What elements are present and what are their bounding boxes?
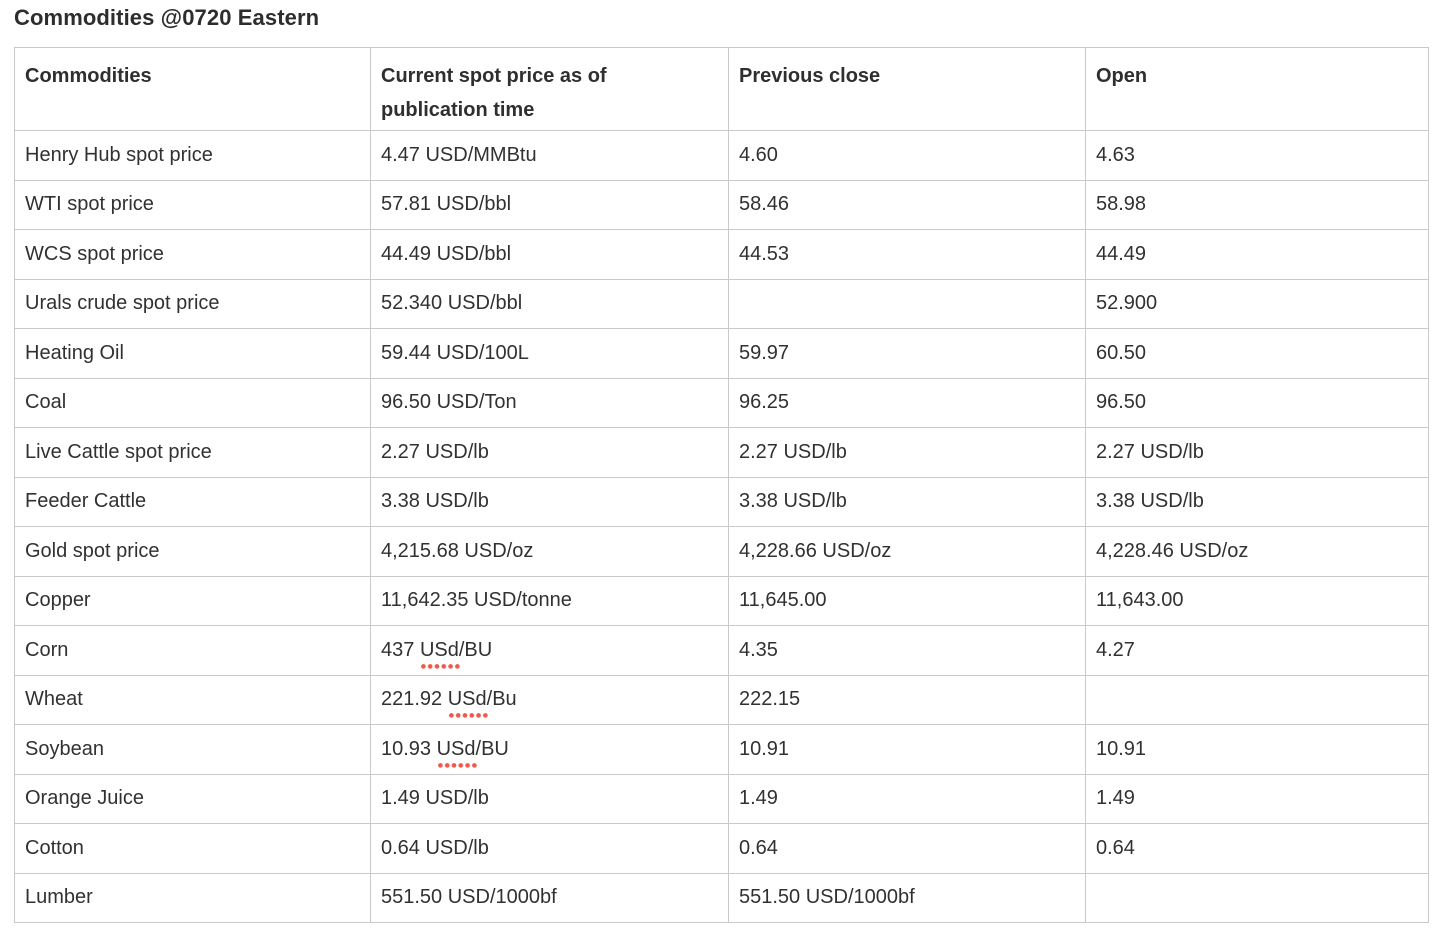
column-header-label: Previous close xyxy=(739,65,881,87)
table-cell[interactable]: 96.50 USD/Ton xyxy=(370,377,729,428)
table-row: Copper 11,642.35 USD/tonne 11,645.00 11,643… xyxy=(14,575,1429,626)
table-cell[interactable]: 4.47 USD/MMBtu xyxy=(370,130,729,181)
table-cell[interactable]: 4,215.68 USD/oz xyxy=(370,526,729,577)
table-cell[interactable]: Copper xyxy=(14,575,371,626)
misspelled-word[interactable]: USd xyxy=(419,638,461,669)
column-header-open[interactable]: Open xyxy=(1085,47,1429,131)
column-header-previous-close[interactable]: Previous close xyxy=(728,47,1086,131)
table-cell[interactable]: Cotton xyxy=(14,823,371,874)
misspelled-word[interactable]: USd xyxy=(436,737,478,768)
table-cell[interactable]: 59.44 USD/100L xyxy=(370,328,729,379)
table-cell[interactable]: 11,642.35 USD/tonne xyxy=(370,575,729,626)
table-cell[interactable]: 0.64 USD/lb xyxy=(370,823,729,874)
table-cell[interactable]: WTI spot price xyxy=(14,179,371,230)
table-row: Wheat 221.92 USd/Bu 222.15 xyxy=(14,674,1429,725)
table-cell[interactable]: 4,228.46 USD/oz xyxy=(1085,526,1429,577)
table-row: Cotton 0.64 USD/lb 0.64 0.64 xyxy=(14,823,1429,874)
table-cell[interactable]: Corn xyxy=(14,625,371,676)
table-row: Coal 96.50 USD/Ton 96.25 96.50 xyxy=(14,377,1429,428)
table-cell[interactable]: 10.91 xyxy=(728,724,1086,775)
table-row: Feeder Cattle 3.38 USD/lb 3.38 USD/lb 3.38 … xyxy=(14,476,1429,527)
table-cell[interactable]: Soybean xyxy=(14,724,371,775)
column-header-label: Current spot price as of publication tim… xyxy=(381,65,607,121)
table-cell[interactable]: 4,228.66 USD/oz xyxy=(728,526,1086,577)
table-cell[interactable]: Wheat xyxy=(14,674,371,725)
commodities-table: Commodities Current spot price as of pub… xyxy=(14,47,1429,923)
column-header-current-spot-price[interactable]: Current spot price as of publication tim… xyxy=(370,47,729,131)
table-cell[interactable]: 4.27 xyxy=(1085,625,1429,676)
table-cell[interactable]: 96.50 xyxy=(1085,377,1429,428)
table-cell[interactable]: 58.98 xyxy=(1085,179,1429,230)
table-cell[interactable]: 1.49 xyxy=(1085,773,1429,824)
table-cell[interactable]: 4.60 xyxy=(728,130,1086,181)
table-cell[interactable]: 58.46 xyxy=(728,179,1086,230)
table-cell[interactable] xyxy=(1085,872,1429,923)
table-cell[interactable]: 437 USd/BU xyxy=(370,625,729,676)
table-cell[interactable]: 551.50 USD/1000bf xyxy=(728,872,1086,923)
table-cell[interactable]: Henry Hub spot price xyxy=(14,130,371,181)
table-cell[interactable]: 2.27 USD/lb xyxy=(728,427,1086,478)
table-cell[interactable]: Gold spot price xyxy=(14,526,371,577)
table-cell[interactable]: 11,643.00 xyxy=(1085,575,1429,626)
table-cell[interactable]: WCS spot price xyxy=(14,229,371,280)
table-row: WTI spot price 57.81 USD/bbl 58.46 58.98 xyxy=(14,179,1429,230)
table-row: Henry Hub spot price 4.47 USD/MMBtu 4.60 4.… xyxy=(14,130,1429,181)
table-cell[interactable]: 0.64 xyxy=(728,823,1086,874)
table-cell[interactable]: 44.53 xyxy=(728,229,1086,280)
table-cell[interactable]: 52.900 xyxy=(1085,278,1429,329)
table-cell[interactable] xyxy=(1085,674,1429,725)
table-cell[interactable]: 221.92 USd/Bu xyxy=(370,674,729,725)
table-cell[interactable]: Feeder Cattle xyxy=(14,476,371,527)
table-cell[interactable]: 52.340 USD/bbl xyxy=(370,278,729,329)
table-cell[interactable]: 4.63 xyxy=(1085,130,1429,181)
table-cell[interactable]: Heating Oil xyxy=(14,328,371,379)
table-row: Live Cattle spot price 2.27 USD/lb 2.27 US… xyxy=(14,427,1429,478)
table-cell[interactable]: 1.49 xyxy=(728,773,1086,824)
table-header: Commodities Current spot price as of pub… xyxy=(14,47,1429,131)
table-row: Urals crude spot price 52.340 USD/bbl 52.9… xyxy=(14,278,1429,329)
table-cell[interactable]: 3.38 USD/lb xyxy=(1085,476,1429,527)
table-row: Lumber 551.50 USD/1000bf 551.50 USD/1000bf xyxy=(14,872,1429,923)
table-cell[interactable]: 222.15 xyxy=(728,674,1086,725)
table-row: Gold spot price 4,215.68 USD/oz 4,228.66 U… xyxy=(14,526,1429,577)
table-cell[interactable]: 10.93 USd/BU xyxy=(370,724,729,775)
table-cell[interactable]: Urals crude spot price xyxy=(14,278,371,329)
column-header-label: Commodities xyxy=(25,65,152,87)
table-cell[interactable]: 0.64 xyxy=(1085,823,1429,874)
table-cell[interactable]: 57.81 USD/bbl xyxy=(370,179,729,230)
table-cell[interactable]: 3.38 USD/lb xyxy=(370,476,729,527)
table-cell[interactable]: Coal xyxy=(14,377,371,428)
misspelled-word[interactable]: USd xyxy=(447,688,489,719)
table-cell[interactable]: 3.38 USD/lb xyxy=(728,476,1086,527)
table-row: Heating Oil 59.44 USD/100L 59.97 60.50 xyxy=(14,328,1429,379)
column-header-label: Open xyxy=(1096,65,1148,87)
table-cell[interactable]: 11,645.00 xyxy=(728,575,1086,626)
header-row: Commodities Current spot price as of pub… xyxy=(14,47,1429,131)
table-cell[interactable]: 96.25 xyxy=(728,377,1086,428)
table-row: Corn 437 USd/BU 4.35 4.27 xyxy=(14,625,1429,676)
table-cell[interactable]: 44.49 xyxy=(1085,229,1429,280)
table-row: Soybean 10.93 USd/BU 10.91 10.91 xyxy=(14,724,1429,775)
table-cell[interactable]: 2.27 USD/lb xyxy=(1085,427,1429,478)
table-body: Henry Hub spot price 4.47 USD/MMBtu 4.60 4.… xyxy=(14,130,1429,923)
table-cell[interactable]: Live Cattle spot price xyxy=(14,427,371,478)
table-cell[interactable]: 60.50 xyxy=(1085,328,1429,379)
table-cell[interactable] xyxy=(728,278,1086,329)
table-cell[interactable]: 1.49 USD/lb xyxy=(370,773,729,824)
table-cell[interactable]: 44.49 USD/bbl xyxy=(370,229,729,280)
table-cell[interactable]: Orange Juice xyxy=(14,773,371,824)
table-cell[interactable]: Lumber xyxy=(14,872,371,923)
table-cell[interactable]: 2.27 USD/lb xyxy=(370,427,729,478)
table-cell[interactable]: 4.35 xyxy=(728,625,1086,676)
table-cell[interactable]: 59.97 xyxy=(728,328,1086,379)
column-header-commodities[interactable]: Commodities xyxy=(14,47,371,131)
page-title[interactable]: Commodities @0720 Eastern xyxy=(14,5,320,30)
table-cell[interactable]: 551.50 USD/1000bf xyxy=(370,872,729,923)
table-row: Orange Juice 1.49 USD/lb 1.49 1.49 xyxy=(14,773,1429,824)
table-row: WCS spot price 44.49 USD/bbl 44.53 44.49 xyxy=(14,229,1429,280)
table-cell[interactable]: 10.91 xyxy=(1085,724,1429,775)
